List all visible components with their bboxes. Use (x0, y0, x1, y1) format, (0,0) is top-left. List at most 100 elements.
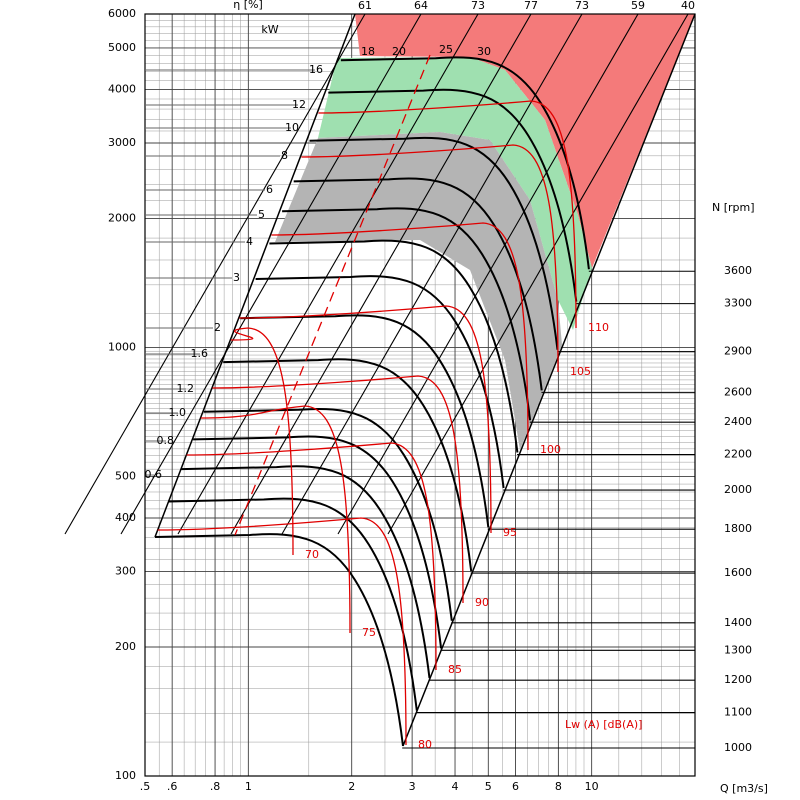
speed-curve (193, 435, 443, 649)
sound-curve (271, 222, 529, 451)
x-tick-label: 10 (585, 780, 599, 793)
sound-value: 100 (540, 443, 561, 456)
efficiency-line (230, 13, 532, 535)
efficiency-line (120, 13, 422, 535)
sound-curve (301, 144, 559, 373)
speed-curve (240, 314, 490, 528)
speed-tick-label: 1100 (724, 706, 752, 719)
right-boundary (402, 13, 696, 747)
y-tick-label: 4000 (108, 82, 136, 95)
x-tick-label: 4 (452, 780, 459, 793)
efficiency-line (64, 13, 366, 535)
efficiency-value: 64 (414, 0, 428, 12)
sound-curve (212, 375, 464, 604)
x-tick-label: 6 (512, 780, 519, 793)
speed-tick-label: 3300 (724, 297, 752, 310)
speed-tick-label: 2200 (724, 448, 752, 461)
efficiency-value: 77 (524, 0, 538, 12)
speed-curve (255, 275, 505, 489)
sound-value: 105 (570, 365, 591, 378)
left-boundary (154, 13, 356, 538)
speed-label: N [rpm] (712, 201, 755, 214)
efficiency-value: 40 (681, 0, 695, 12)
power-value: 1.6 (191, 347, 209, 360)
speed-curve (328, 88, 578, 302)
power-value: 12 (292, 98, 306, 111)
green-zone (318, 57, 592, 330)
x-tick-label: .5 (140, 780, 151, 793)
speed-tick-label: 2600 (724, 385, 752, 398)
sound-label: Lw (A) [dB(A)] (565, 718, 642, 731)
power-value: 6 (266, 183, 273, 196)
x-tick-label: .6 (167, 780, 178, 793)
power-value: 20 (392, 45, 406, 58)
sound-curve (230, 327, 294, 556)
speed-tick-label: 2000 (724, 483, 752, 496)
grey-zone (275, 132, 562, 450)
power-value: 5 (258, 208, 265, 221)
speed-curve (154, 533, 404, 747)
power-value: 1.2 (177, 382, 195, 395)
efficiency-value: 73 (575, 0, 589, 12)
sound-value: 80 (418, 738, 432, 751)
red-zone (355, 14, 695, 268)
x-tick-label: 1 (245, 780, 252, 793)
speed-curve (282, 207, 532, 421)
sound-curve (239, 305, 492, 534)
efficiency-value: 59 (631, 0, 645, 12)
power-value: 8 (281, 149, 288, 162)
sound-curve (318, 100, 577, 329)
sound-value: 95 (503, 526, 517, 539)
power-value: 1.0 (169, 406, 187, 419)
speed-curve (293, 177, 543, 391)
efficiency-line (337, 13, 639, 535)
speed-tick-label: 1000 (724, 741, 752, 754)
y-tick-label: 5000 (108, 41, 136, 54)
power-label: kW (261, 23, 278, 36)
y-tick-label: 3000 (108, 136, 136, 149)
x-tick-label: 8 (555, 780, 562, 793)
x-tick-label: 2 (348, 780, 355, 793)
sound-value: 70 (305, 548, 319, 561)
speed-tick-label: 1200 (724, 673, 752, 686)
power-value: 10 (285, 121, 299, 134)
sound-curve (157, 517, 407, 746)
efficiency-label: η [%] (233, 0, 263, 11)
y-tick-label: 300 (115, 565, 136, 578)
sound-value: 90 (475, 596, 489, 609)
y-tick-label: 6000 (108, 7, 136, 20)
sound-value: 110 (588, 321, 609, 334)
efficiency-line (177, 13, 479, 535)
sound-curve (186, 442, 437, 671)
y-tick-label: 100 (115, 769, 136, 782)
power-value: 18 (361, 45, 375, 58)
x-tick-label: 3 (409, 780, 416, 793)
speed-tick-label: 3600 (724, 264, 752, 277)
power-value: 0.8 (157, 434, 175, 447)
speed-curve (269, 239, 519, 453)
speed-curve (181, 465, 431, 679)
speed-curve (168, 497, 418, 711)
speed-tick-label: 2400 (724, 415, 752, 428)
sound-value: 75 (362, 626, 376, 639)
y-tick-label: 400 (115, 511, 136, 524)
efficiency-line (387, 13, 689, 535)
speed-tick-label: 1800 (724, 522, 752, 535)
y-tick-label: 2000 (108, 211, 136, 224)
peak-line (234, 54, 431, 536)
power-value: 4 (246, 235, 253, 248)
curves (64, 13, 696, 777)
y-tick-label: 1000 (108, 340, 136, 353)
efficiency-value: 61 (358, 0, 372, 12)
speed-tick-label: 2900 (724, 345, 752, 358)
speed-tick-label: 1400 (724, 616, 752, 629)
power-value: 3 (233, 271, 240, 284)
grid (144, 13, 696, 777)
y-tick-label: 200 (115, 640, 136, 653)
power-value: 2 (214, 321, 221, 334)
x-tick-label: 5 (485, 780, 492, 793)
sound-curve (200, 405, 351, 634)
power-value: 0.6 (145, 468, 163, 481)
x-tick-label: .8 (210, 780, 221, 793)
